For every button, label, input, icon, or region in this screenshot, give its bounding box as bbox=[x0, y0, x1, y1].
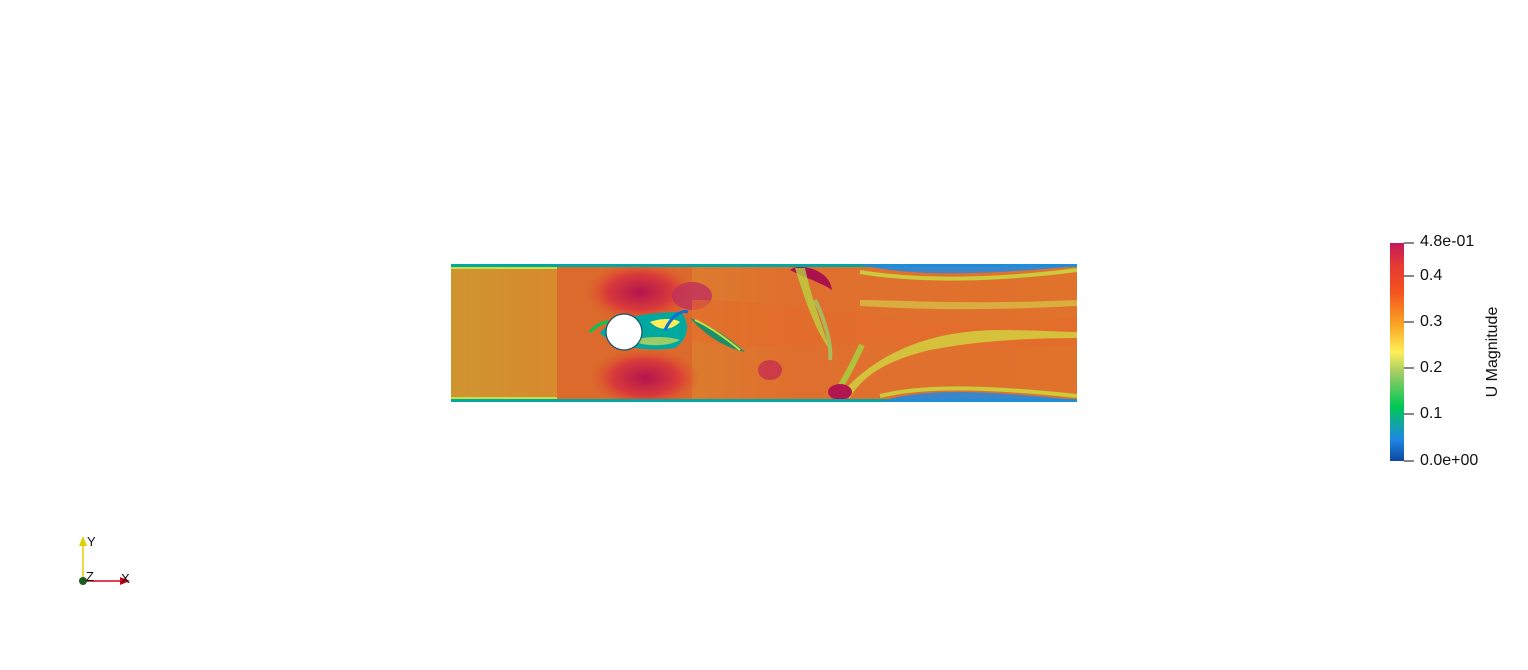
x-axis-label: X bbox=[121, 571, 130, 586]
y-axis-arrow-icon bbox=[79, 536, 87, 546]
y-axis-label: Y bbox=[87, 534, 96, 549]
x-axis-arrow-icon bbox=[120, 577, 130, 585]
colorbar-label-0-3: 0.3 bbox=[1420, 313, 1443, 330]
flow-domain bbox=[451, 264, 1077, 402]
colorbar-label-min: 0.0e+00 bbox=[1420, 452, 1479, 469]
z-axis-dot-icon bbox=[79, 577, 87, 585]
colorbar-label-0-1: 0.1 bbox=[1420, 405, 1443, 422]
colorbar-title: U Magnitude bbox=[1484, 306, 1501, 398]
colorbar-gradient bbox=[1390, 243, 1404, 461]
colorbar-label-max: 4.8e-01 bbox=[1420, 233, 1475, 250]
colorbar-label-0-4: 0.4 bbox=[1420, 267, 1443, 284]
colorbar-ticks bbox=[1404, 242, 1414, 462]
cylinder-obstacle bbox=[605, 313, 643, 351]
z-axis-label: Z bbox=[86, 569, 94, 584]
orientation-axes: Y X Z bbox=[79, 534, 130, 586]
colorbar-label-0-2: 0.2 bbox=[1420, 359, 1443, 376]
